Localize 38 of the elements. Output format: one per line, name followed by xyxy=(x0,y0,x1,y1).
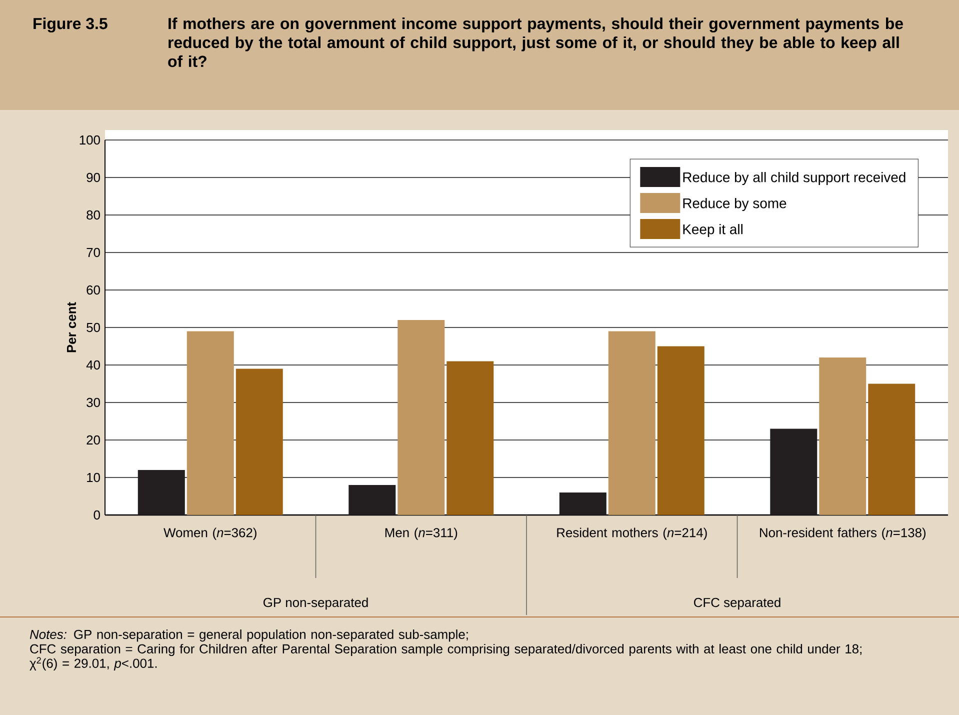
y-tick-label: 10 xyxy=(87,472,100,482)
chart-subtitle: If mothers are on government income support payments, should their government payments be reduced by the total amount of child support, just some of it, or should they be able to keep all of it? xyxy=(168,18,903,68)
bar xyxy=(657,346,704,515)
bar xyxy=(446,361,494,515)
bar xyxy=(236,368,283,515)
y-tick-label: 100 xyxy=(80,135,100,145)
bar xyxy=(770,428,818,515)
text: χ$^{2}$(6) = 29.01, p<.001. xyxy=(30,657,157,670)
legend-label: Reduce by all child support received xyxy=(683,172,906,186)
x-tick-label: Non-resident fathers (n=138) xyxy=(760,528,926,540)
text: Notes: GP non-separation = general population non-separated sub-sample; xyxy=(30,629,468,642)
x-tick-label: Men (n=311) xyxy=(385,528,458,540)
x-tick-label: Resident mothers (n=214) xyxy=(557,528,707,540)
bar xyxy=(186,331,234,515)
bar xyxy=(398,320,445,515)
bar xyxy=(138,470,185,515)
x-tick-label: Women (n=362) xyxy=(164,528,256,540)
text: GP non-separated xyxy=(263,598,368,610)
bar xyxy=(868,384,916,515)
bar xyxy=(819,357,866,515)
text: CFC separation = Caring for Children after Parental Separation sample comprising separated/divorced parents with at least one child under 18; xyxy=(30,644,862,656)
y-tick-label: 40 xyxy=(86,360,100,370)
bar xyxy=(559,492,606,515)
legend-label: Reduce by some xyxy=(683,198,786,212)
y-tick-label: 20 xyxy=(86,435,100,445)
y-axis-title: Per cent xyxy=(67,302,76,352)
y-tick-label: 0 xyxy=(94,510,100,520)
bar xyxy=(348,484,396,515)
y-tick-label: 30 xyxy=(86,398,100,408)
y-tick-label: 80 xyxy=(86,210,100,220)
bar xyxy=(608,331,656,515)
y-tick-label: 60 xyxy=(86,285,100,295)
chart-title: Figure 3.5 xyxy=(34,18,108,32)
y-tick-label: 50 xyxy=(86,322,100,332)
y-tick-label: 90 xyxy=(86,172,100,182)
legend-label: Keep it all xyxy=(683,224,742,238)
text: CFC separated xyxy=(694,598,780,610)
y-tick-label: 70 xyxy=(86,248,100,258)
